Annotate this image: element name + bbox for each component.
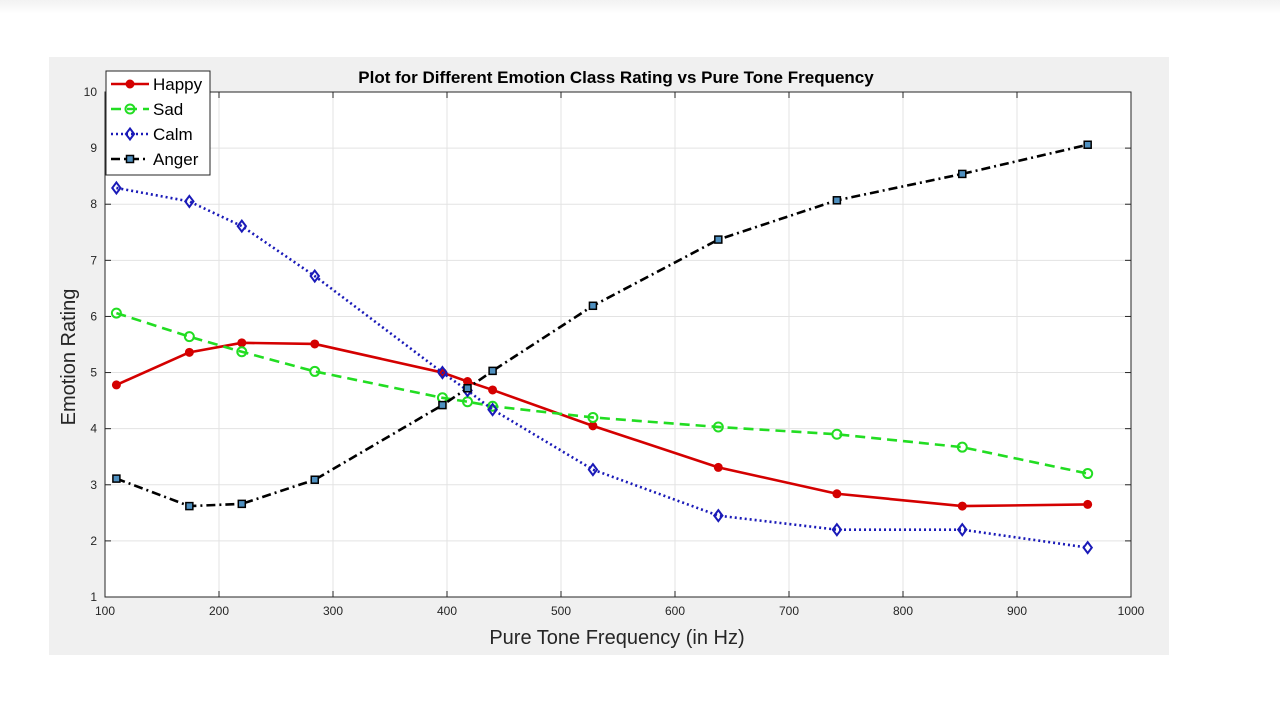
y-tick-label: 6	[90, 309, 97, 323]
data-point-sad	[1082, 468, 1094, 480]
legend-label-calm: Calm	[153, 125, 193, 144]
data-point-calm	[111, 180, 122, 196]
series-line-anger	[115, 143, 1088, 508]
x-tick-label: 700	[779, 604, 799, 618]
series-lines	[110, 140, 1094, 555]
data-point-anger	[832, 196, 842, 205]
data-point-anger	[488, 366, 497, 376]
series-line-sad	[116, 311, 1088, 475]
data-point-anger	[185, 501, 194, 511]
data-point-sad	[956, 441, 968, 453]
chart-title: Plot for Different Emotion Class Rating …	[358, 68, 874, 87]
x-tick-label: 800	[893, 604, 913, 618]
data-point-calm	[587, 462, 599, 477]
y-tick-label: 8	[90, 197, 97, 211]
series-calm	[111, 180, 1094, 555]
line-chart: 100 200 300 400 500 600 700 800 900 1000 1 2 3 4 5 6 7 8 9…	[58, 68, 1145, 649]
y-tick-label: 1	[90, 590, 97, 604]
legend: Happy Sad Calm Anger	[105, 70, 211, 176]
photo-edge-shadow	[0, 0, 1280, 14]
data-point-calm	[437, 365, 448, 380]
y-tick-label: 10	[84, 85, 98, 99]
data-point-calm	[183, 194, 195, 209]
legend-marker-calm	[124, 126, 136, 142]
plot-area	[105, 92, 1131, 597]
data-point-sad	[110, 307, 122, 319]
data-point-calm	[956, 522, 968, 537]
x-axis-label: Pure Tone Frequency (in Hz)	[489, 627, 744, 649]
data-point-calm	[236, 218, 248, 234]
data-point-calm	[487, 402, 498, 417]
y-tick-label: 4	[90, 422, 97, 436]
data-point-calm	[309, 268, 321, 284]
y-axis-label: Emotion Rating	[58, 289, 80, 426]
legend-box	[105, 70, 211, 176]
data-point-happy	[184, 347, 194, 357]
data-point-sad	[487, 400, 499, 412]
plot-frame	[104, 91, 1132, 598]
y-tick-label: 7	[90, 253, 97, 267]
data-point-anger	[463, 384, 472, 393]
data-point-happy	[713, 462, 723, 472]
data-point-anger	[237, 499, 247, 509]
data-point-anger	[438, 400, 447, 410]
x-tick-label: 400	[437, 604, 457, 618]
x-tick-label: 600	[665, 604, 685, 618]
data-point-sad	[831, 428, 843, 440]
data-point-anger	[958, 169, 967, 179]
y-tick-label: 3	[90, 478, 97, 492]
legend-marker-anger	[125, 154, 135, 164]
x-tick-label: 1000	[1118, 604, 1145, 618]
data-point-calm	[1082, 540, 1094, 555]
data-point-anger	[714, 235, 723, 244]
y-tick-label: 2	[90, 534, 97, 548]
data-point-happy	[237, 338, 247, 348]
data-point-sad	[587, 411, 599, 423]
series-happy	[111, 338, 1093, 511]
data-point-anger	[310, 475, 320, 484]
data-point-anger	[112, 474, 121, 483]
legend-label-happy: Happy	[153, 75, 203, 94]
data-point-sad	[236, 346, 248, 358]
figure-panel: 100 200 300 400 500 600 700 800 900 1000 1 2 3 4 5 6 7 8 9…	[49, 57, 1169, 655]
data-point-sad	[712, 421, 724, 433]
legend-label-sad: Sad	[153, 100, 183, 119]
data-point-happy	[957, 501, 967, 511]
data-point-happy	[588, 421, 598, 431]
series-anger	[112, 140, 1092, 511]
data-point-sad	[183, 331, 195, 343]
grid-lines	[105, 92, 1131, 597]
x-tick-label: 300	[323, 604, 343, 618]
data-point-happy	[488, 385, 498, 395]
axis-ticks: 100 200 300 400 500 600 700 800 900 1000 1 2 3 4 5 6 7 8 9…	[84, 85, 1145, 618]
x-tick-label: 900	[1007, 604, 1027, 618]
data-point-anger	[1083, 140, 1092, 149]
data-point-anger	[588, 301, 598, 311]
legend-marker-sad	[124, 103, 136, 115]
data-point-sad	[309, 365, 321, 377]
data-point-happy	[832, 489, 842, 499]
data-point-happy	[310, 339, 320, 349]
data-point-happy	[1083, 499, 1093, 509]
y-tick-label: 9	[90, 141, 97, 155]
x-tick-label: 200	[209, 604, 229, 618]
data-point-happy	[111, 380, 121, 390]
y-tick-label: 5	[90, 366, 97, 380]
legend-label-anger: Anger	[153, 150, 199, 169]
x-tick-label: 100	[95, 604, 115, 618]
legend-marker-happy	[125, 79, 135, 89]
data-point-calm	[712, 508, 724, 523]
series-line-happy	[115, 341, 1088, 508]
data-point-calm	[831, 522, 843, 537]
x-tick-label: 500	[551, 604, 571, 618]
